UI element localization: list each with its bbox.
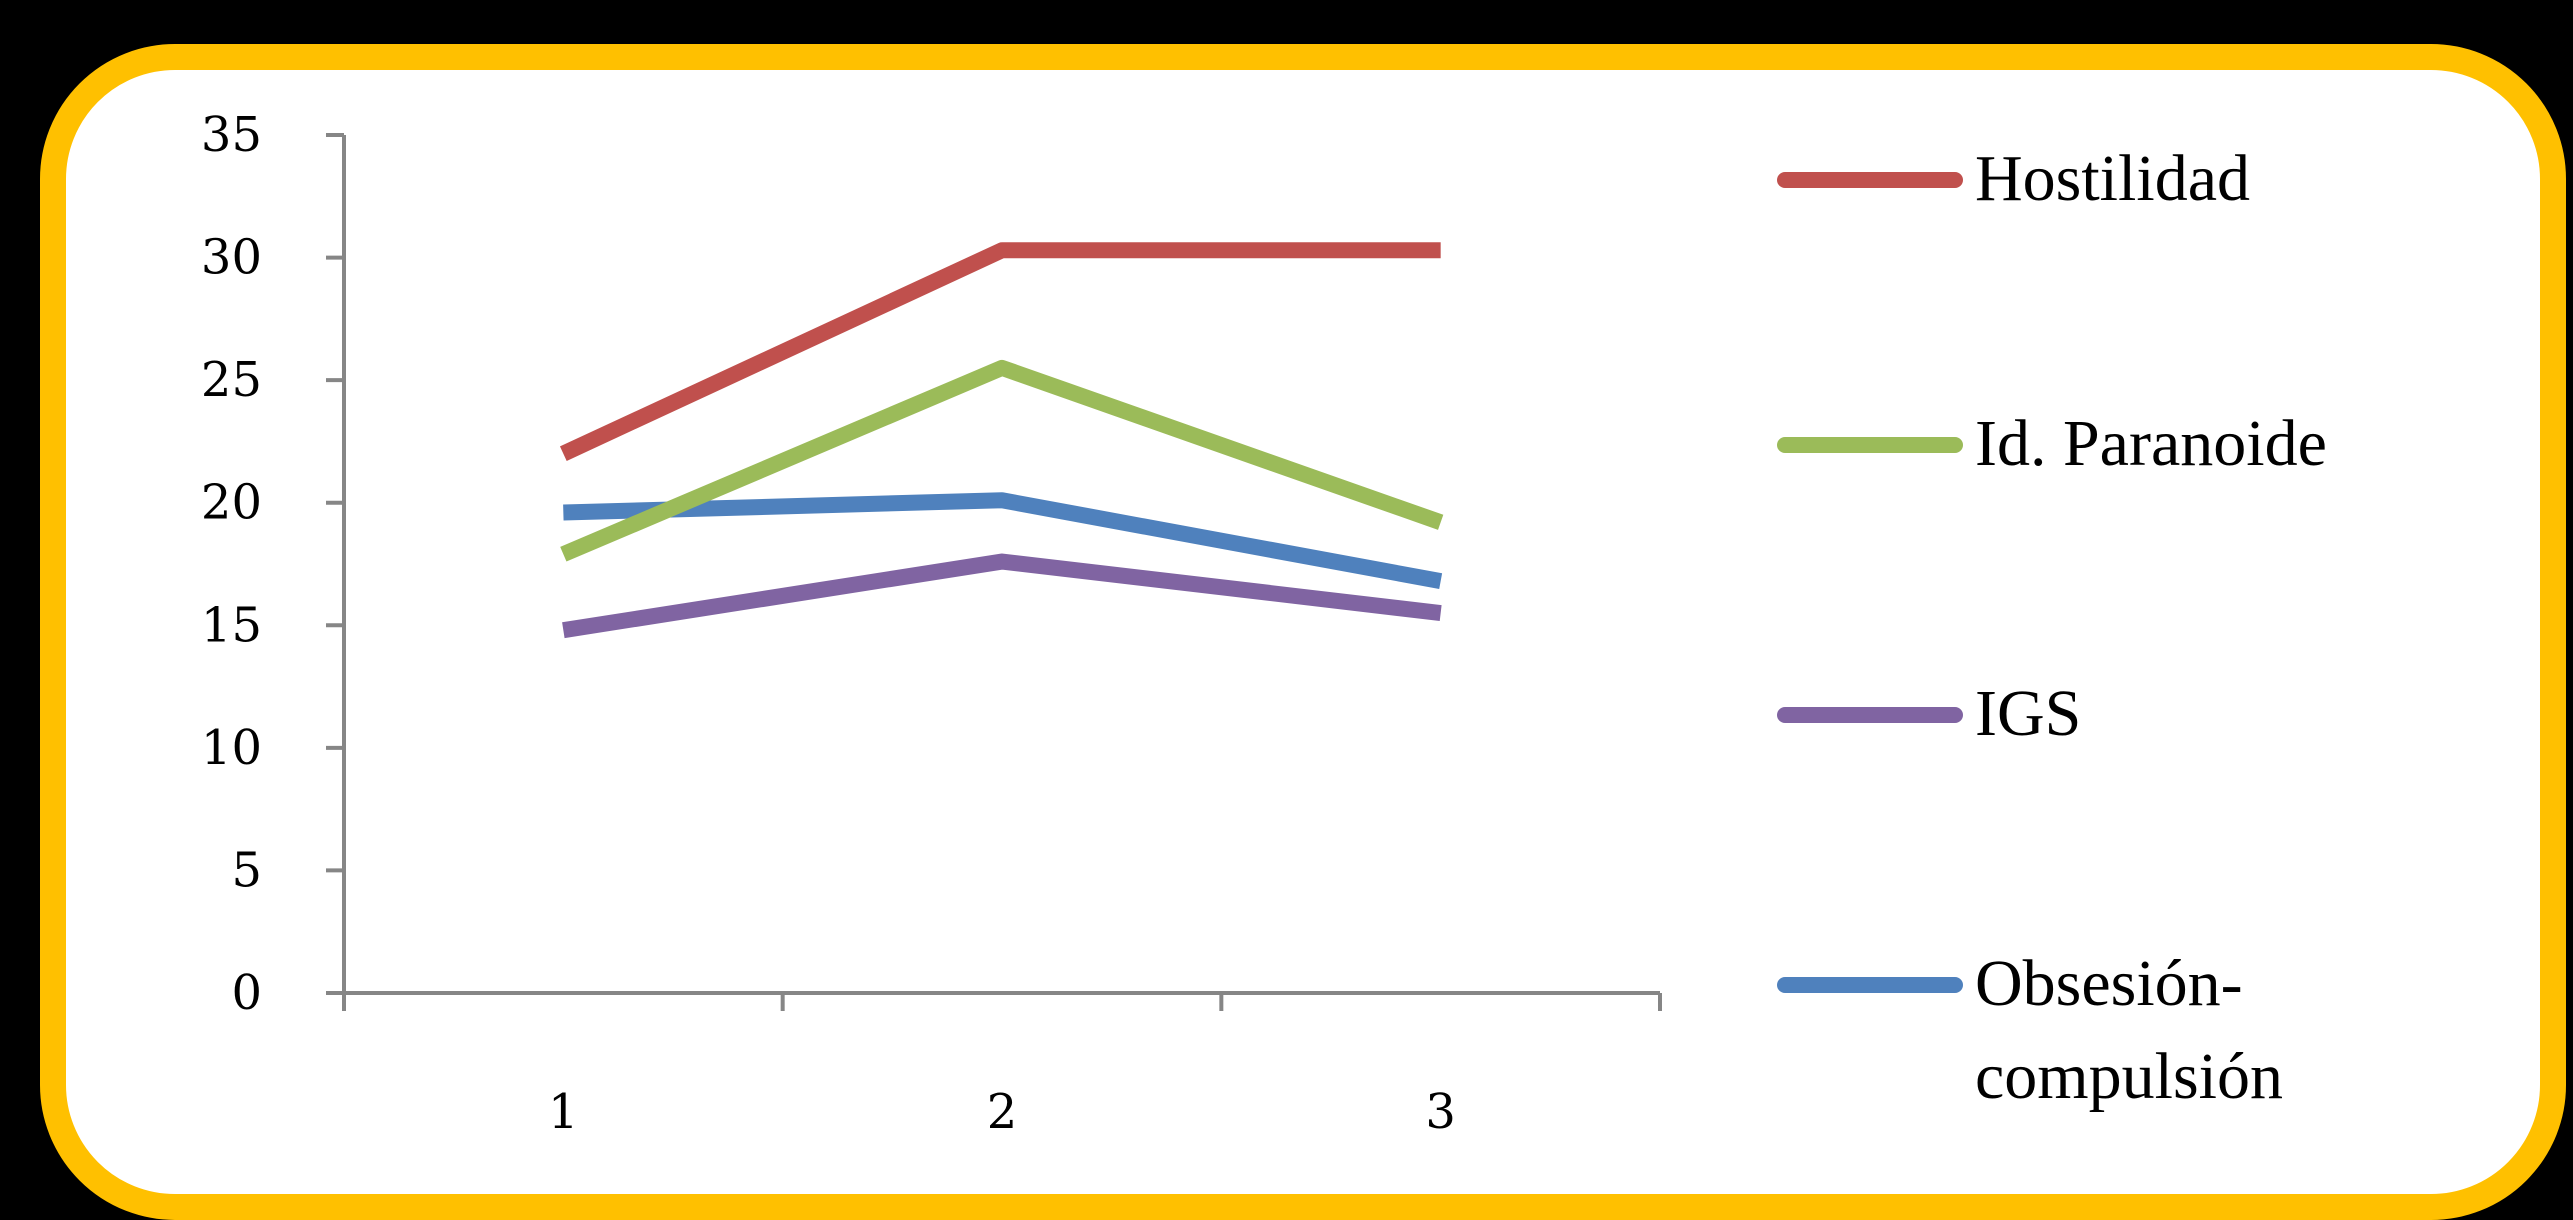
legend-label: IGS	[1975, 677, 2081, 750]
y-tick-label: 0	[231, 965, 262, 1021]
x-ticks: 1 2 3	[342, 993, 1662, 1140]
legend-label: compulsión	[1975, 1040, 2283, 1113]
series-line-id-paranoide	[560, 359, 1444, 562]
legend-label: Id. Paranoide	[1975, 407, 2327, 480]
x-tick-label: 2	[987, 1084, 1018, 1140]
y-tick-label: 30	[201, 230, 262, 286]
legend-label: Obsesión-	[1975, 947, 2243, 1020]
series-line-hostilidad	[559, 242, 1441, 461]
x-tick-label: 1	[548, 1084, 579, 1140]
legend-label: Hostilidad	[1975, 142, 2250, 215]
axes-group: 0 5 10 15 20 25 30 35 1 2 3	[201, 107, 1662, 1140]
y-tick-label: 35	[201, 107, 262, 163]
legend: Hostilidad Id. Paranoide IGS Obsesión-compu…	[1777, 142, 2327, 1113]
y-tick-label: 5	[231, 842, 262, 898]
series-lines	[559, 242, 1444, 639]
series-line-obsesi-n-compulsi-n	[563, 492, 1443, 590]
series-line-igs	[562, 553, 1442, 639]
y-tick-label: 10	[201, 720, 262, 776]
y-ticks: 0 5 10 15 20 25 30 35	[201, 107, 344, 1021]
chart-frame	[40, 44, 2566, 1220]
x-tick-label: 3	[1425, 1084, 1456, 1140]
y-tick-label: 20	[201, 475, 262, 531]
y-tick-label: 15	[201, 597, 262, 653]
y-tick-label: 25	[201, 352, 262, 408]
